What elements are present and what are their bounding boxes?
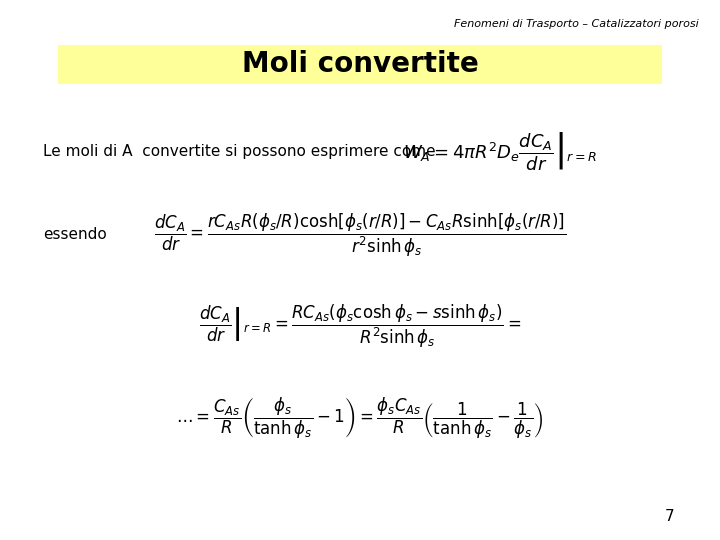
FancyBboxPatch shape bbox=[58, 45, 662, 84]
Text: $W_A = 4\pi R^2 D_e \left.\dfrac{dC_A}{dr}\right|_{r=R}$: $W_A = 4\pi R^2 D_e \left.\dfrac{dC_A}{d… bbox=[403, 130, 597, 172]
Text: 7: 7 bbox=[665, 509, 675, 524]
Text: $\left.\dfrac{dC_A}{dr}\right|_{r=R} = \dfrac{RC_{As}(\phi_s\cosh\phi_s - s\sinh: $\left.\dfrac{dC_A}{dr}\right|_{r=R} = \… bbox=[199, 303, 521, 350]
Text: Moli convertite: Moli convertite bbox=[242, 50, 478, 78]
Text: $\ldots = \dfrac{C_{As}}{R}\left(\dfrac{\phi_s}{\tanh\phi_s} - 1\right) = \dfrac: $\ldots = \dfrac{C_{As}}{R}\left(\dfrac{… bbox=[176, 396, 544, 441]
Text: Le moli di A  convertite si possono esprimere come: Le moli di A convertite si possono espri… bbox=[43, 144, 436, 159]
Text: $\dfrac{dC_A}{dr} = \dfrac{rC_{As}R(\phi_s/R)\cosh[\phi_s(r/R)] - C_{As}R\sinh[\: $\dfrac{dC_A}{dr} = \dfrac{rC_{As}R(\phi… bbox=[154, 211, 566, 259]
Text: essendo: essendo bbox=[43, 227, 107, 242]
Text: Fenomeni di Trasporto – Catalizzatori porosi: Fenomeni di Trasporto – Catalizzatori po… bbox=[454, 19, 698, 29]
